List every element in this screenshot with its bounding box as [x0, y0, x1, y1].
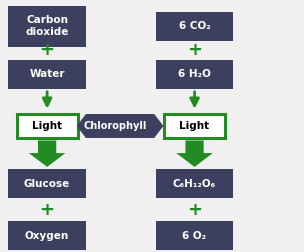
FancyBboxPatch shape	[164, 114, 225, 138]
FancyBboxPatch shape	[156, 12, 233, 41]
FancyBboxPatch shape	[8, 169, 86, 199]
Text: +: +	[40, 201, 55, 219]
Text: 6 CO₂: 6 CO₂	[179, 21, 210, 32]
FancyBboxPatch shape	[17, 114, 78, 138]
FancyBboxPatch shape	[8, 6, 86, 47]
Text: C₆H₁₂O₆: C₆H₁₂O₆	[173, 179, 216, 189]
Text: Glucose: Glucose	[24, 179, 70, 189]
FancyBboxPatch shape	[156, 221, 233, 250]
Text: 6 H₂O: 6 H₂O	[178, 69, 211, 79]
Text: 6 O₂: 6 O₂	[182, 231, 207, 241]
Polygon shape	[176, 141, 213, 167]
FancyBboxPatch shape	[156, 169, 233, 199]
Text: +: +	[187, 41, 202, 59]
Polygon shape	[77, 114, 164, 138]
FancyBboxPatch shape	[156, 60, 233, 89]
FancyBboxPatch shape	[8, 221, 86, 250]
Text: Chlorophyll: Chlorophyll	[84, 121, 147, 131]
Text: +: +	[40, 41, 55, 59]
Text: Light: Light	[32, 121, 62, 131]
Text: Water: Water	[29, 69, 65, 79]
Polygon shape	[29, 141, 65, 167]
Text: Oxygen: Oxygen	[25, 231, 69, 241]
FancyBboxPatch shape	[8, 60, 86, 89]
Text: +: +	[187, 201, 202, 219]
Text: Carbon
dioxide: Carbon dioxide	[26, 15, 69, 38]
Text: Light: Light	[179, 121, 210, 131]
